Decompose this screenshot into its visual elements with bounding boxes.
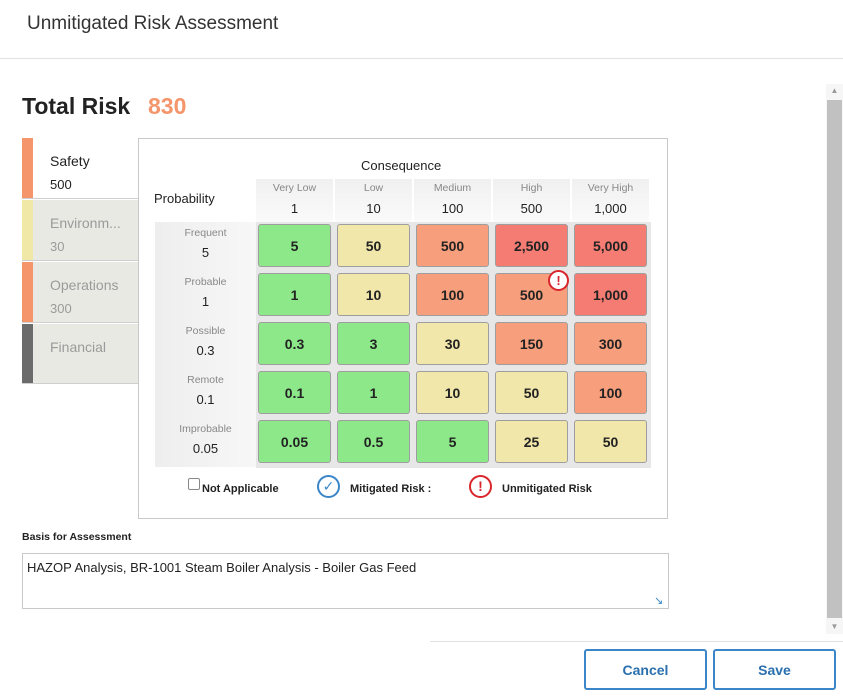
scroll-up-icon[interactable]: ▲ [830,86,839,95]
column-name: Medium [433,182,472,194]
row-header: Remote 0.1 [155,369,256,418]
tab-environment[interactable]: Environm... 30 [22,200,138,261]
tab-financial[interactable]: Financial [22,324,138,384]
total-risk-value: 830 [148,93,187,119]
row-value: 1 [201,294,210,309]
column-value: 1 [290,201,299,216]
risk-cell[interactable]: 0.3 [258,322,331,365]
risk-cell[interactable]: 100 [416,273,489,316]
basis-for-assessment-field[interactable]: HAZOP Analysis, BR-1001 Steam Boiler Ana… [22,553,669,609]
column-name: Low [363,182,384,194]
scrollbar-thumb[interactable] [827,100,842,618]
risk-cell[interactable]: 50 [495,371,568,414]
cancel-button[interactable]: Cancel [584,649,707,690]
risk-cell[interactable]: 5 [258,224,331,267]
risk-cell[interactable]: 0.5 [337,420,410,463]
risk-cell[interactable]: 500 [416,224,489,267]
total-risk-label: Total Risk [22,93,131,119]
footer-divider [430,641,843,642]
tab-color-bar [22,138,33,198]
column-name: Very High [587,182,634,194]
tab-color-bar [22,324,33,383]
probability-label: Probability [154,191,215,206]
mitigated-risk-icon: ✓ [317,475,340,498]
risk-cell[interactable]: 300 [574,322,647,365]
risk-cell[interactable]: 0.05 [258,420,331,463]
row-name: Probable [184,276,227,288]
row-header: Probable 1 [155,271,256,320]
tab-value: 300 [50,301,72,316]
dialog-title: Unmitigated Risk Assessment [27,13,279,34]
dialog-header: Unmitigated Risk Assessment [0,0,843,59]
risk-cell[interactable]: 0.1 [258,371,331,414]
risk-cell[interactable]: 50 [337,224,410,267]
column-header: Low 10 [335,179,412,222]
unmitigated-risk-marker-icon: ! [548,270,569,291]
column-header: Medium 100 [414,179,491,222]
risk-cell[interactable]: 5,000 [574,224,647,267]
row-value: 0.05 [192,441,219,456]
risk-cell[interactable]: 5 [416,420,489,463]
not-applicable-label: Not Applicable [202,483,279,495]
tab-label: Financial [50,339,107,355]
basis-label: Basis for Assessment [22,531,132,543]
scroll-down-icon[interactable]: ▼ [830,622,839,631]
not-applicable-checkbox[interactable] [188,478,200,490]
tab-value: 500 [50,177,72,192]
tab-label: Operations [50,277,119,293]
risk-cell[interactable]: 150 [495,322,568,365]
save-button[interactable]: Save [713,649,836,690]
row-value: 5 [201,245,210,260]
risk-cell[interactable]: 100 [574,371,647,414]
resize-handle-icon[interactable]: ↘ [654,595,664,607]
row-header: Frequent 5 [155,222,256,271]
column-name: High [520,182,543,194]
risk-cell[interactable]: 30 [416,322,489,365]
risk-cell[interactable]: 2,500 [495,224,568,267]
column-value: 500 [520,201,543,216]
risk-cell[interactable]: 1,000 [574,273,647,316]
tab-label: Safety [50,153,90,169]
risk-cell[interactable]: 10 [337,273,410,316]
unmitigated-risk-icon: ! [469,475,492,498]
column-name: Very Low [272,182,317,194]
column-value: 10 [366,201,381,216]
risk-cell[interactable]: 50 [574,420,647,463]
column-value: 100 [441,201,464,216]
risk-matrix: Consequence Probability Very Low 1 Low 1… [138,138,668,519]
row-value: 0.1 [196,392,215,407]
risk-cell[interactable]: 25 [495,420,568,463]
tab-value: 30 [50,239,65,254]
risk-cell[interactable]: 10 [416,371,489,414]
tab-color-bar [22,262,33,322]
risk-cell[interactable]: 3 [337,322,410,365]
tab-label: Environm... [50,215,121,231]
column-header: Very High 1,000 [572,179,649,222]
tab-color-bar [22,200,33,260]
row-header: Improbable 0.05 [155,418,256,467]
unmitigated-risk-label: Unmitigated Risk [502,483,592,495]
column-header: High 500 [493,179,570,222]
column-header: Very Low 1 [256,179,333,222]
row-name: Possible [185,325,226,337]
row-value: 0.3 [196,343,215,358]
mitigated-risk-label: Mitigated Risk : [350,483,432,495]
row-name: Frequent [184,227,227,239]
column-value: 1,000 [594,201,627,216]
row-name: Improbable [179,423,232,435]
tab-safety[interactable]: Safety 500 [22,138,138,199]
risk-cell[interactable]: 1 [337,371,410,414]
tab-operations[interactable]: Operations 300 [22,262,138,323]
row-name: Remote [187,374,224,386]
row-header: Possible 0.3 [155,320,256,369]
consequence-label: Consequence [361,158,442,173]
risk-cell[interactable]: 1 [258,273,331,316]
